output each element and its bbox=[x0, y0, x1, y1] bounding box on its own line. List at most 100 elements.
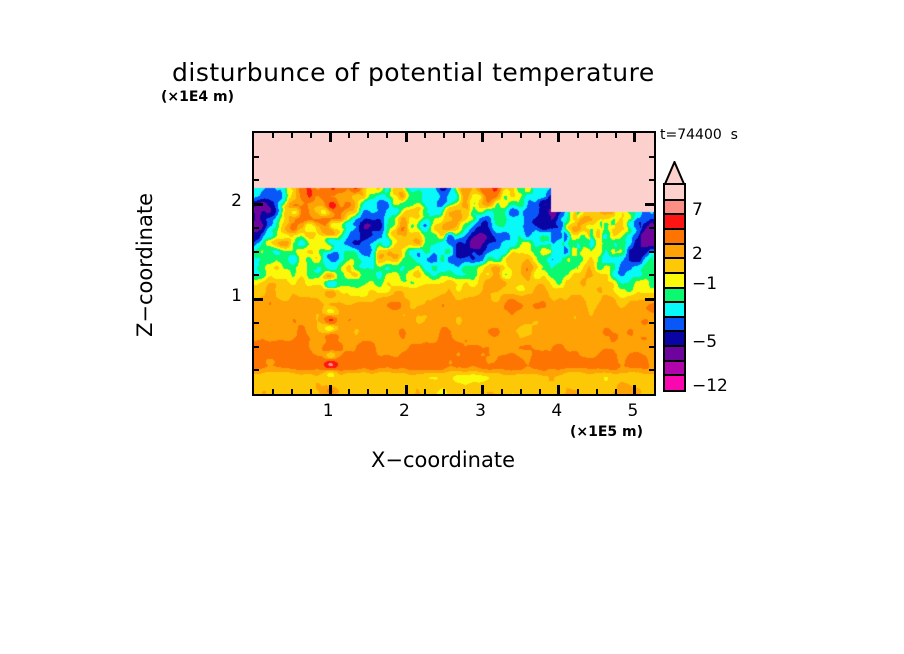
axis-tick bbox=[481, 385, 485, 394]
colorbar-band bbox=[665, 375, 684, 390]
axis-tick bbox=[645, 202, 654, 206]
axis-tick bbox=[386, 389, 389, 394]
colorbar-band bbox=[665, 228, 684, 244]
colorbar-separator bbox=[665, 330, 684, 333]
axis-tick bbox=[649, 155, 654, 158]
axis-tick bbox=[254, 202, 263, 206]
colorbar-band bbox=[665, 346, 684, 361]
x-axis-unit-label: (×1E5 m) bbox=[570, 424, 644, 440]
axis-tick bbox=[424, 133, 427, 138]
colorbar-separator bbox=[665, 198, 684, 201]
axis-tick bbox=[538, 133, 541, 138]
axis-tick bbox=[328, 385, 332, 394]
axis-tick bbox=[649, 369, 654, 372]
colorbar-separator bbox=[665, 345, 684, 348]
axis-tick bbox=[254, 345, 259, 348]
axis-tick bbox=[291, 133, 294, 138]
colorbar-label: −12 bbox=[692, 376, 728, 396]
axis-tick bbox=[254, 179, 259, 182]
axis-tick bbox=[348, 389, 351, 394]
colorbar-separator bbox=[665, 286, 684, 289]
colorbar-label: 7 bbox=[692, 200, 703, 221]
contour-field bbox=[254, 133, 654, 394]
axis-tick bbox=[254, 297, 263, 301]
axis-tick bbox=[272, 389, 275, 394]
colorbar-band bbox=[665, 185, 684, 200]
axis-tick bbox=[328, 133, 332, 142]
axis-tick bbox=[614, 133, 617, 138]
axis-tick bbox=[310, 133, 313, 138]
axis-tick bbox=[649, 179, 654, 182]
axis-tick bbox=[462, 133, 465, 138]
plot-area bbox=[252, 131, 656, 396]
colorbar-arrow-icon bbox=[663, 161, 686, 185]
axis-tick bbox=[254, 369, 259, 372]
x-tick-label: 3 bbox=[475, 401, 486, 421]
x-tick-label: 1 bbox=[322, 401, 334, 421]
axis-tick bbox=[500, 133, 503, 138]
colorbar-separator bbox=[665, 213, 684, 216]
colorbar-band bbox=[665, 360, 684, 376]
colorbar-band bbox=[665, 316, 684, 332]
axis-tick bbox=[576, 389, 579, 394]
colorbar-band bbox=[665, 331, 684, 347]
colorbar-band bbox=[665, 287, 684, 303]
colorbar-separator bbox=[665, 359, 684, 362]
z-axis-unit-label: (×1E4 m) bbox=[161, 89, 235, 105]
colorbar-band bbox=[665, 243, 684, 259]
axis-tick bbox=[633, 133, 637, 142]
colorbar bbox=[663, 183, 686, 392]
colorbar-separator bbox=[665, 257, 684, 260]
x-tick-label: 5 bbox=[627, 401, 639, 421]
colorbar-label: −5 bbox=[692, 332, 718, 353]
colorbar-separator bbox=[665, 301, 684, 304]
chart-title: disturbunce of potential temperature bbox=[172, 58, 655, 87]
axis-tick bbox=[367, 133, 370, 138]
axis-tick bbox=[519, 133, 522, 138]
colorbar-separator bbox=[665, 374, 684, 377]
colorbar-separator bbox=[665, 227, 684, 230]
axis-tick bbox=[291, 389, 294, 394]
axis-tick bbox=[649, 274, 654, 277]
y-axis-title: Z−coordinate bbox=[133, 193, 157, 337]
axis-tick bbox=[443, 389, 446, 394]
axis-tick bbox=[645, 297, 654, 301]
axis-tick bbox=[404, 133, 408, 142]
colorbar-label: 2 bbox=[692, 244, 703, 265]
axis-tick bbox=[386, 133, 389, 138]
axis-tick bbox=[614, 389, 617, 394]
axis-tick bbox=[649, 250, 654, 253]
colorbar-separator bbox=[665, 271, 684, 274]
axis-tick bbox=[500, 389, 503, 394]
axis-tick bbox=[443, 133, 446, 138]
axis-tick bbox=[649, 345, 654, 348]
axis-tick bbox=[557, 385, 561, 394]
axis-tick bbox=[481, 133, 485, 142]
colorbar-band bbox=[665, 214, 684, 229]
y-tick-label: 2 bbox=[231, 191, 242, 212]
colorbar-band bbox=[665, 272, 684, 288]
axis-tick bbox=[595, 133, 598, 138]
colorbar-separator bbox=[665, 315, 684, 318]
axis-tick bbox=[254, 274, 259, 277]
colorbar-band bbox=[665, 302, 684, 317]
axis-tick bbox=[576, 133, 579, 138]
axis-tick bbox=[254, 321, 259, 324]
axis-tick bbox=[462, 389, 465, 394]
colorbar-band bbox=[665, 258, 684, 273]
axis-tick bbox=[254, 250, 259, 253]
axis-tick bbox=[424, 389, 427, 394]
axis-tick bbox=[649, 321, 654, 324]
axis-tick bbox=[557, 133, 561, 142]
x-axis-title: X−coordinate bbox=[371, 448, 515, 472]
axis-tick bbox=[310, 389, 313, 394]
axis-tick bbox=[595, 389, 598, 394]
axis-tick bbox=[254, 226, 259, 229]
axis-tick bbox=[272, 133, 275, 138]
axis-tick bbox=[633, 385, 637, 394]
axis-tick bbox=[649, 226, 654, 229]
x-tick-label: 4 bbox=[551, 401, 563, 421]
timestamp-label: t=74400 s bbox=[660, 127, 738, 143]
axis-tick bbox=[538, 389, 541, 394]
